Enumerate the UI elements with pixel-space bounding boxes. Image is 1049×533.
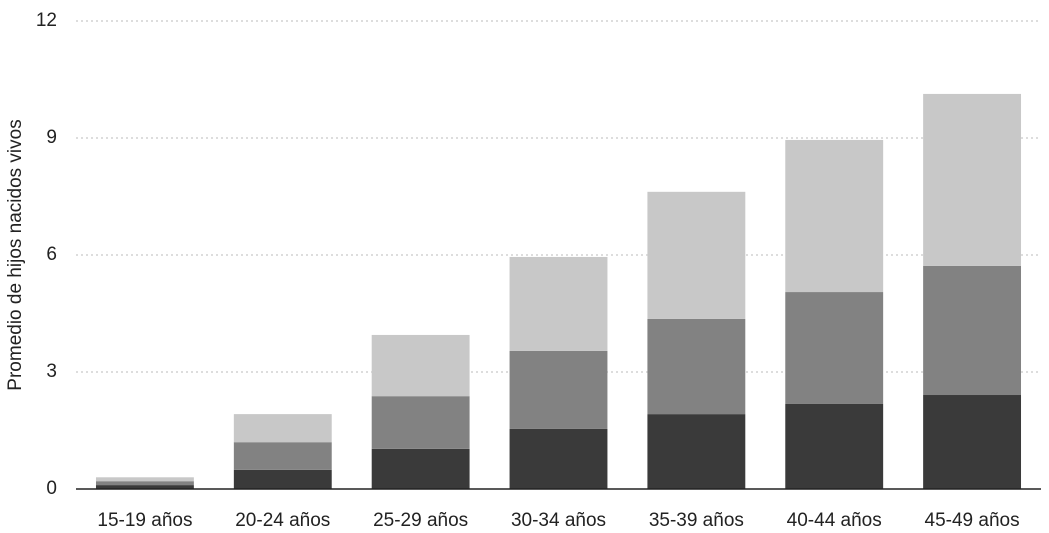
bar-segment — [923, 265, 1022, 396]
bar-segment — [371, 396, 470, 449]
y-tick-label: 12 — [36, 10, 57, 31]
bar-segment — [233, 414, 332, 443]
bar-segment — [509, 350, 608, 429]
y-tick-label: 3 — [46, 361, 57, 382]
bar-segment — [647, 414, 746, 489]
bar-segment — [95, 485, 194, 489]
x-tick-label: 35-39 años — [649, 510, 744, 531]
bar-segment — [647, 318, 746, 415]
y-tick-label: 6 — [46, 244, 57, 265]
x-tick-label: 20-24 años — [235, 510, 330, 531]
bar-segment — [233, 469, 332, 489]
bar-segment — [785, 139, 884, 293]
bar-segment — [233, 442, 332, 470]
bar-segment — [509, 256, 608, 351]
y-axis-label: Promedio de hijos nacidos vivos — [5, 119, 26, 390]
bar-segment — [371, 334, 470, 397]
bar-segment — [95, 477, 194, 482]
bar-segment — [509, 428, 608, 489]
y-tick-label: 9 — [46, 127, 57, 148]
y-tick-label: 0 — [46, 478, 57, 499]
bar-segment — [785, 292, 884, 404]
x-tick-label: 40-44 años — [787, 510, 882, 531]
bar-segment — [923, 93, 1022, 266]
bar-segment — [785, 403, 884, 489]
x-tick-label: 30-34 años — [511, 510, 606, 531]
x-tick-label: 45-49 años — [925, 510, 1020, 531]
bar-segment — [923, 395, 1022, 489]
bar-segment — [95, 481, 194, 486]
x-tick-label: 15-19 años — [97, 510, 192, 531]
x-tick-label: 25-29 años — [373, 510, 468, 531]
bar-segment — [371, 448, 470, 489]
bar-segment — [647, 191, 746, 319]
